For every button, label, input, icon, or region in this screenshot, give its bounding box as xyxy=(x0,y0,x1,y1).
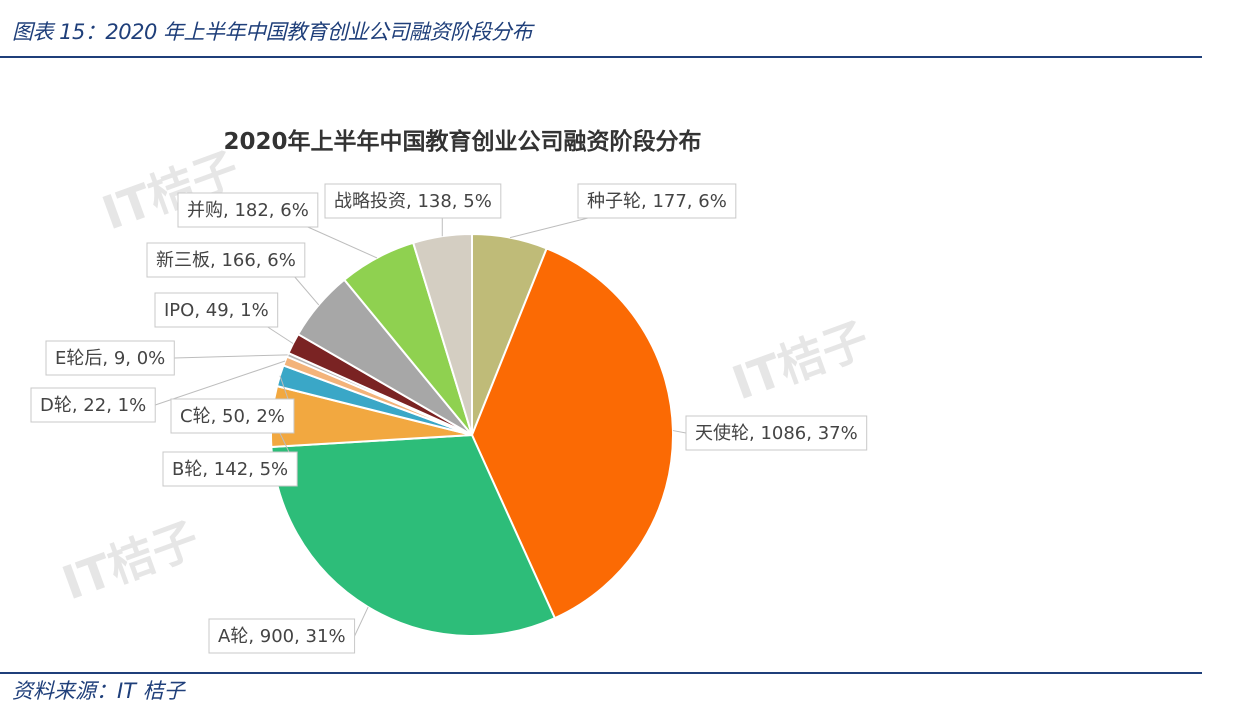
figure-caption: 图表 15：2020 年上半年中国教育创业公司融资阶段分布 xyxy=(12,20,533,44)
chart-title: 2020年上半年中国教育创业公司融资阶段分布 xyxy=(223,129,702,155)
slice-data-label: C轮, 50, 2% xyxy=(180,406,285,427)
leader-line xyxy=(509,217,589,239)
leader-line xyxy=(155,360,286,406)
slice-label-box xyxy=(324,183,502,219)
leader-line xyxy=(354,606,369,637)
watermark-text: IT桔子 xyxy=(55,512,205,611)
slice-label-box xyxy=(154,292,279,328)
slice-label-box xyxy=(30,387,156,423)
figure-footer-rule xyxy=(0,672,1202,674)
slice-label-box xyxy=(162,451,298,487)
source-note: 资料来源：IT 桔子 xyxy=(12,679,185,703)
slice-data-label: D轮, 22, 1% xyxy=(40,395,146,416)
slice-data-label: A轮, 900, 31% xyxy=(218,626,346,647)
labels-group: 种子轮, 177, 6% 天使轮, 1086, 37% A轮, 900, 31% B轮… xyxy=(30,183,868,654)
slice-label-box xyxy=(208,618,356,654)
figure-header: 图表 15：2020 年上半年中国教育创业公司融资阶段分布 xyxy=(0,0,1202,58)
slice-label-box xyxy=(685,415,868,451)
slice-label-box xyxy=(170,398,295,434)
slice-data-label: B轮, 142, 5% xyxy=(172,459,288,480)
slice-label-box xyxy=(577,183,737,219)
pie-chart: IT桔子 IT桔子 IT桔子 种子轮, 177, 6%天使轮, 1086, 37… xyxy=(30,142,876,654)
slice-data-label: 并购, 182, 6% xyxy=(187,200,309,221)
pie-slice xyxy=(411,232,473,436)
slice-label-box xyxy=(177,192,319,228)
slice-data-label: 天使轮, 1086, 37% xyxy=(695,423,858,444)
slice-label-box xyxy=(146,242,306,278)
chart-area: 2020年上半年中国教育创业公司融资阶段分布 IT桔子 IT桔子 IT桔子 种子… xyxy=(0,60,1240,672)
slices-group xyxy=(270,232,674,637)
leader-line xyxy=(174,354,288,359)
slice-data-label: E轮后, 9, 0% xyxy=(55,348,165,369)
leader-line xyxy=(672,430,687,434)
leader-line xyxy=(267,326,294,344)
watermark-text: IT桔子 xyxy=(725,312,875,411)
pie-slice xyxy=(270,433,557,637)
slice-data-label: 新三板, 166, 6% xyxy=(156,250,296,271)
leader-line xyxy=(307,226,378,259)
slice-label-box xyxy=(45,340,175,376)
slice-data-label: 种子轮, 177, 6% xyxy=(587,191,727,212)
slice-data-label: IPO, 49, 1% xyxy=(164,300,269,321)
slice-data-label: 战略投资, 138, 5% xyxy=(334,191,492,212)
leader-line xyxy=(294,276,320,306)
